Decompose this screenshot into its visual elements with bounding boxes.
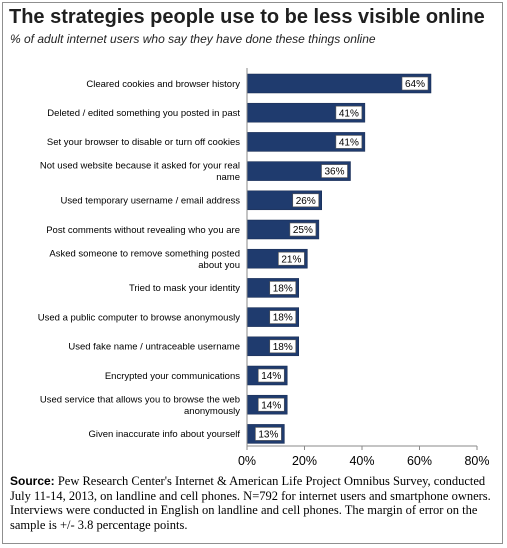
x-tick-label-0: 0% — [238, 454, 256, 468]
value-label-box-0 — [401, 76, 429, 91]
chart-subtitle: % of adult internet users who say they h… — [10, 32, 376, 46]
value-label-box-6 — [278, 251, 305, 266]
category-label-7: Tried to mask your identity — [129, 283, 240, 294]
category-label-8: Used a public computer to browse anonymo… — [38, 312, 240, 323]
value-label-box-7 — [269, 281, 297, 295]
category-label-5: Post comments without revealing who you … — [46, 225, 240, 236]
category-label-2: Set your browser to disable or turn off … — [47, 137, 240, 148]
value-label-box-4 — [292, 193, 320, 208]
value-label-6: 21% — [281, 254, 301, 265]
category-label-12: Given inaccurate info about yourself — [88, 429, 240, 440]
source-text: Pew Research Center's Internet & America… — [10, 474, 491, 532]
value-label-box-9 — [269, 339, 297, 354]
category-label-10: Encrypted your communications — [105, 371, 240, 382]
value-label-3: 36% — [324, 167, 344, 178]
x-tick-label-3: 60% — [407, 454, 432, 468]
category-label-3-line-1: name — [216, 172, 240, 183]
source-note: Source: Pew Research Center's Internet &… — [10, 474, 500, 532]
value-label-2: 41% — [339, 138, 359, 149]
value-label-box-8 — [269, 310, 297, 324]
value-label-1: 41% — [339, 108, 359, 119]
value-label-box-1 — [335, 105, 363, 120]
value-label-box-10 — [257, 368, 285, 383]
value-label-box-12 — [255, 427, 282, 441]
chart-area: 64% Cleared cookies and browser history 41… — [38, 68, 490, 468]
value-label-11: 14% — [261, 400, 281, 411]
value-label-box-3 — [321, 164, 348, 178]
category-label-4: Used temporary username / email address — [60, 196, 240, 207]
category-label-0: Cleared cookies and browser history — [86, 79, 240, 90]
value-label-10: 14% — [261, 371, 281, 382]
value-label-5: 25% — [293, 225, 313, 236]
value-label-9: 18% — [273, 342, 293, 353]
chart-title: The strategies people use to be less vis… — [9, 6, 485, 28]
value-label-12: 13% — [258, 430, 278, 441]
value-label-4: 26% — [296, 196, 316, 207]
category-label-11-line-1: anonymously — [184, 406, 240, 417]
source-label: Source: — [10, 474, 55, 488]
bar-chart: 64% Cleared cookies and browser history 41… — [38, 68, 490, 468]
category-label-3-line-0: Not used website because it asked for yo… — [40, 161, 240, 172]
category-label-1: Deleted / edited something you posted in… — [47, 108, 240, 119]
category-label-11-line-0: Used service that allows you to browse t… — [40, 394, 240, 405]
value-label-box-11 — [257, 397, 285, 412]
chart-frame — [2, 2, 503, 544]
category-label-6-line-1: about you — [198, 260, 240, 271]
value-label-7: 18% — [273, 284, 293, 295]
x-tick-label-2: 40% — [349, 454, 374, 468]
x-tick-label-4: 80% — [464, 454, 489, 468]
value-label-box-5 — [289, 222, 317, 237]
value-label-8: 18% — [273, 313, 293, 324]
category-label-9: Used fake name / untraceable username — [68, 342, 240, 353]
value-label-0: 64% — [405, 79, 425, 90]
x-tick-label-1: 20% — [292, 454, 317, 468]
category-label-6-line-0: Asked someone to remove something posted — [49, 248, 240, 259]
value-label-box-2 — [335, 135, 363, 149]
